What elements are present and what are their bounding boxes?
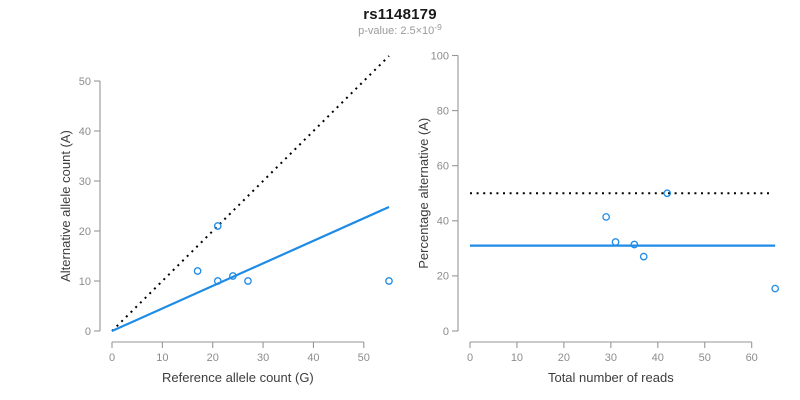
x-tick-label: 40 [307,352,319,364]
data-point [639,252,648,261]
y-tick-label: 0 [443,326,449,338]
x-tick-label: 40 [652,352,664,364]
data-point [213,277,222,285]
x-tick-label: 0 [109,352,115,364]
y-tick-label: 60 [437,161,449,173]
pvalue-exponent: -9 [434,22,442,32]
pvalue-subtitle: p-value: 2.5×10-9 [0,22,800,37]
data-point [229,272,237,280]
y-tick-label: 20 [437,271,449,283]
data-point [602,213,611,221]
x-tick-label: 60 [746,352,758,364]
data-point [385,277,393,285]
x-tick-label: 10 [156,352,168,364]
x-tick-label: 30 [257,352,269,364]
y-tick-label: 30 [79,176,91,188]
y-tick-label: 20 [79,226,91,238]
data-point [213,222,222,230]
x-tick-label: 20 [558,352,570,364]
y-tick-label: 80 [437,105,449,117]
x-tick-label: 10 [511,352,523,364]
data-point [244,277,252,285]
y-tick-label: 40 [437,216,449,228]
data-point [611,238,620,246]
data-point [630,240,639,249]
fit-line [111,205,390,333]
identity-line [111,55,390,332]
data-point [663,189,672,198]
y-tick-label: 40 [79,126,91,138]
y-tick-label: 50 [79,76,91,88]
x-tick-label: 20 [207,352,219,364]
y-tick-label: 0 [85,326,91,338]
x-tick-label: 30 [605,352,617,364]
y-tick-label: 100 [431,50,449,62]
x-tick-label: 0 [467,352,473,364]
page-title: rs1148179 [363,6,437,23]
data-point [193,267,202,275]
y-axis-title: Alternative allele count (A) [58,130,73,282]
x-tick-label: 50 [699,352,711,364]
x-axis-title: Total number of reads [548,370,674,385]
x-axis-title: Reference allele count (G) [162,370,314,385]
y-tick-label: 10 [79,276,91,288]
x-tick-label: 50 [358,352,370,364]
y-axis-title: Percentage alternative (A) [416,118,431,269]
pvalue-base: p-value: 2.5×10 [358,25,435,37]
data-point [771,284,780,293]
